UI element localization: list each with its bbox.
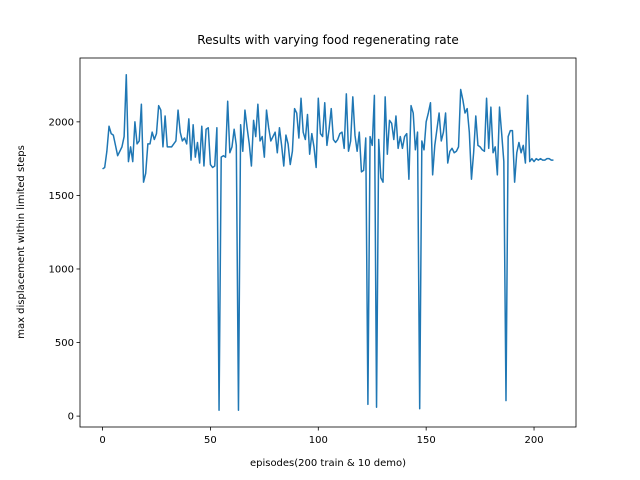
x-tick-label: 0: [99, 435, 105, 446]
y-tick-label: 1000: [49, 264, 74, 275]
x-tick-label: 50: [204, 435, 217, 446]
y-tick-label: 0: [68, 412, 74, 423]
x-tick-label: 150: [417, 435, 436, 446]
plot-frame: [79, 57, 577, 428]
y-axis-label: max displacement within limited steps: [16, 145, 27, 339]
x-tick-label: 200: [524, 435, 543, 446]
y-tick-label: 1500: [49, 191, 74, 202]
y-tick-label: 2000: [49, 117, 74, 128]
x-axis-label: episodes(200 train & 10 demo): [250, 458, 406, 469]
data-line: [102, 74, 554, 411]
x-tick-label: 100: [309, 435, 328, 446]
y-tick-label: 500: [55, 338, 74, 349]
chart-title: Results with varying food regenerating r…: [197, 33, 458, 47]
